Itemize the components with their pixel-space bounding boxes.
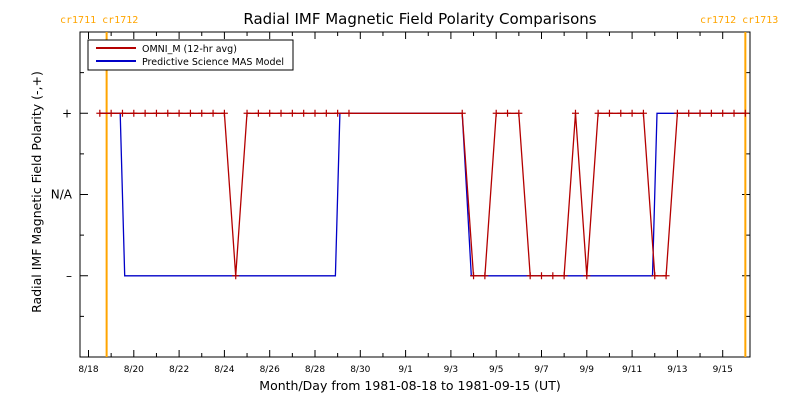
x-tick-label: 8/30 xyxy=(350,365,370,375)
omni-data-point xyxy=(719,109,727,117)
omni-data-point xyxy=(470,272,478,280)
omni-data-point xyxy=(254,109,262,117)
omni-data-point xyxy=(334,109,342,117)
omni-data-point xyxy=(311,109,319,117)
omni-data-point xyxy=(243,109,251,117)
omni-data-point xyxy=(549,272,557,280)
x-tick-label: 8/20 xyxy=(124,365,144,375)
omni-data-point xyxy=(186,109,194,117)
omni-data-point xyxy=(685,109,693,117)
omni-data-point xyxy=(175,109,183,117)
carrington-label-right: cr1712 cr1713 xyxy=(700,15,778,26)
y-axis-label: Radial IMF Magnetic Field Polarity (-,+) xyxy=(29,71,44,313)
legend-label-omni: OMNI_M (12-hr avg) xyxy=(142,44,237,55)
y-tick-label: – xyxy=(66,269,72,283)
omni-data-point xyxy=(538,272,545,280)
x-axis-label: Month/Day from 1981-08-18 to 1981-09-15 … xyxy=(259,378,560,393)
omni-data-point xyxy=(673,109,681,117)
omni-data-point xyxy=(707,109,715,117)
legend-box xyxy=(87,39,294,71)
omni-data-point xyxy=(220,109,228,117)
omni-data-point xyxy=(571,109,579,117)
omni-data-point xyxy=(96,109,104,117)
omni-data-point xyxy=(232,272,240,280)
x-tick-label: 8/22 xyxy=(169,365,189,375)
omni-data-point xyxy=(266,109,274,117)
omni-data-point xyxy=(560,272,568,280)
omni-data-point xyxy=(277,109,285,117)
carrington-label-left: cr1711 cr1712 xyxy=(60,15,138,26)
y-tick-label: + xyxy=(62,106,72,120)
x-tick-label: 8/26 xyxy=(260,365,280,375)
omni-data-point xyxy=(288,109,296,117)
omni-data-point xyxy=(152,109,160,117)
x-tick-label: 9/9 xyxy=(580,365,595,375)
x-tick-label: 9/3 xyxy=(444,365,458,375)
omni-data-point xyxy=(107,109,115,117)
omni-data-point xyxy=(515,109,523,117)
omni-data-point xyxy=(322,109,330,117)
omni-data-point xyxy=(605,109,613,117)
x-tick-label: 9/15 xyxy=(713,365,733,375)
omni-data-point xyxy=(526,272,534,280)
x-tick-label: 8/18 xyxy=(78,365,98,375)
x-axis: 8/18 8/20 8/22 8/24 8/26 8/28 8/30 9/1 9/3 9/5 9/7… xyxy=(78,32,746,375)
x-tick-label: 9/11 xyxy=(622,365,642,375)
omni-data-point xyxy=(118,109,126,117)
y-tick-label: N/A xyxy=(51,188,73,202)
omni-data-point xyxy=(492,109,500,117)
x-tick-label: 8/24 xyxy=(214,365,234,375)
x-tick-label: 9/13 xyxy=(667,365,687,375)
omni-series-line xyxy=(99,112,746,277)
omni-data-point xyxy=(639,109,647,117)
legend-label-mas: Predictive Science MAS Model xyxy=(142,57,284,68)
y-axis: + N/A – xyxy=(51,72,750,317)
omni-data-point xyxy=(164,109,172,117)
x-tick-label: 9/1 xyxy=(398,365,412,375)
x-tick-label: 8/28 xyxy=(305,365,325,375)
omni-data-point xyxy=(651,272,659,280)
omni-data-point xyxy=(628,109,636,117)
series-group xyxy=(96,109,749,280)
omni-data-point xyxy=(130,109,138,117)
omni-data-point xyxy=(209,109,217,117)
omni-data-point xyxy=(458,109,466,117)
omni-data-point xyxy=(730,109,738,117)
omni-data-point xyxy=(198,109,206,117)
omni-data-point xyxy=(662,272,670,280)
x-tick-label: 9/7 xyxy=(534,365,548,375)
carrington-lines xyxy=(105,32,747,357)
omni-data-point xyxy=(583,272,591,280)
omni-data-point xyxy=(345,109,353,117)
omni-data-point xyxy=(617,109,625,117)
omni-data-point xyxy=(141,109,149,117)
omni-data-point xyxy=(741,109,749,117)
omni-data-point xyxy=(696,109,704,117)
legend: OMNI_M (12-hr avg) Predictive Science MA… xyxy=(87,39,294,71)
omni-data-point xyxy=(594,109,602,117)
omni-data-point xyxy=(300,109,308,117)
chart-title: Radial IMF Magnetic Field Polarity Compa… xyxy=(243,10,596,28)
x-tick-label: 9/5 xyxy=(489,365,503,375)
omni-data-point xyxy=(504,109,512,117)
omni-data-point xyxy=(481,272,489,280)
